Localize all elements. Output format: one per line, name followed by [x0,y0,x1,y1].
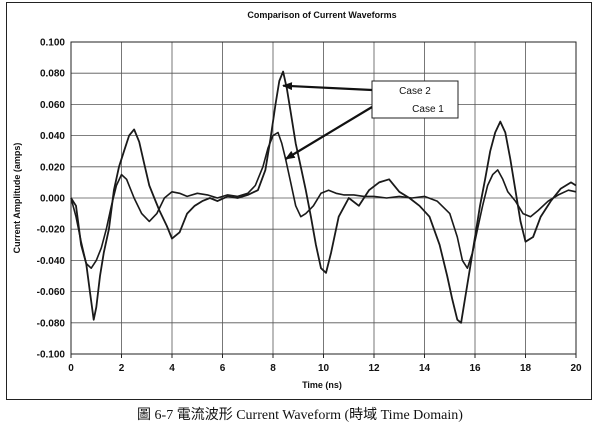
y-tick-label: -0.020 [37,225,66,236]
y-tick-label: -0.040 [37,256,66,267]
x-tick-label: 18 [520,363,532,374]
y-tick-label: -0.080 [37,318,66,329]
chart: Comparison of Current Waveforms -0.100-0… [12,10,582,390]
y-tick-label: 0.020 [40,162,65,173]
y-tick-label: 0.060 [40,100,65,111]
series-line-case-2 [70,70,577,324]
annotation-arrow [282,82,373,92]
y-tick-label: 0.040 [40,131,65,142]
chart-title: Comparison of Current Waveforms [247,10,396,20]
x-tick-label: 12 [368,363,380,374]
y-axis-label: Current Amplitude (amps) [12,143,22,254]
y-tick-label: 0.100 [40,38,65,49]
annotations: Case 2 Case 1 [282,80,459,160]
y-tick-label: 0.000 [40,194,65,205]
figure-caption: 圖 6-7 電流波形 Current Waveform (時域 Time Dom… [137,408,463,423]
x-tick-label: 4 [169,363,175,374]
x-tick-label: 10 [318,363,330,374]
chart-frame [6,2,592,400]
y-tick-label: -0.100 [37,350,66,361]
x-tick-label: 20 [570,363,582,374]
x-tick-label: 6 [220,363,226,374]
grid [70,41,577,358]
annotation-arrow [284,106,373,160]
annotation-label: Case 1 [412,104,444,115]
x-tick-label: 0 [68,363,74,374]
x-tick-label: 8 [270,363,276,374]
x-tick-label: 14 [419,363,431,374]
series-lines [70,70,577,324]
x-tick-label: 2 [119,363,125,374]
series-line-case-1 [70,131,577,270]
y-tick-label: 0.080 [40,69,65,80]
annotation-box [371,80,459,119]
tick-labels: -0.100 -0.080 -0.060 -0.040 -0.020 0.000 0.020… [37,38,582,375]
y-tick-label: -0.060 [37,287,66,298]
x-axis-label: Time (ns) [302,380,342,390]
annotation-label: Case 2 [399,86,431,97]
x-tick-label: 16 [469,363,481,374]
